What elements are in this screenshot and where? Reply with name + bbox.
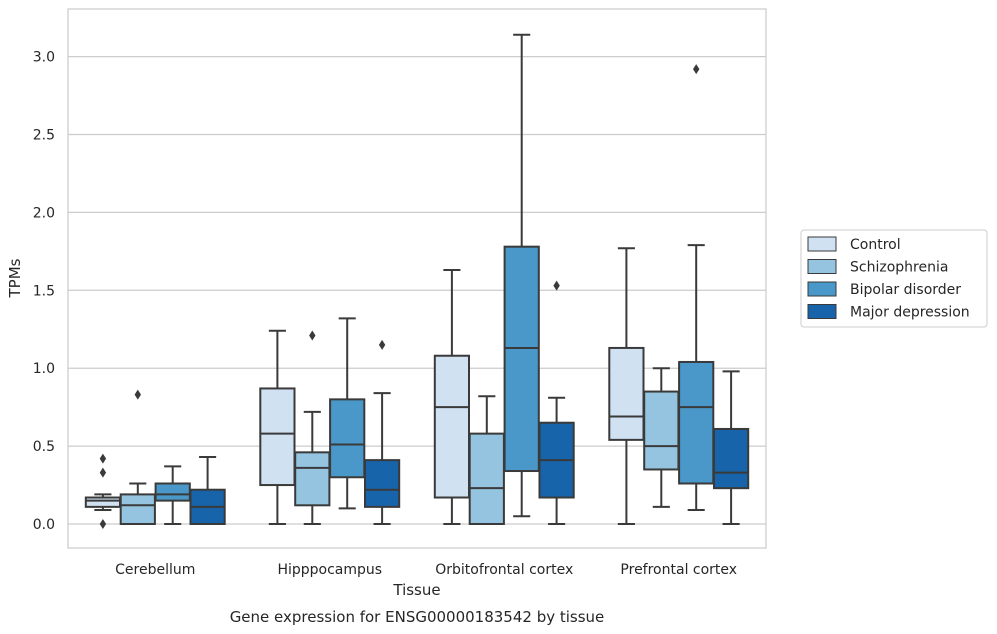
iqr-box	[643, 390, 680, 471]
legend: Control Schizophrenia Bipolar disorder Majo…	[800, 229, 988, 328]
y-tick-labels: 0.0 0.5 1.0 1.5 2.0 2.5 3.0	[33, 50, 55, 533]
iqr-box	[678, 360, 715, 485]
iqr-box	[84, 496, 122, 508]
boxes-layer	[84, 33, 750, 529]
figure-caption: Gene expression for ENSG00000183542 by t…	[230, 608, 605, 626]
box-3-3	[712, 370, 750, 525]
iqr-box	[503, 245, 540, 473]
y-tick-label: 0.5	[33, 439, 55, 455]
box-2-1	[468, 395, 505, 525]
y-tick-label: 0.0	[33, 517, 55, 533]
box-1-0	[259, 329, 296, 525]
grid-lines	[68, 55, 766, 525]
iqr-box	[294, 451, 331, 507]
outlier-marker	[309, 330, 316, 341]
box-0-0	[84, 453, 122, 529]
iqr-box	[259, 387, 296, 487]
y-tick-label: 1.5	[33, 283, 55, 299]
legend-swatch	[807, 259, 837, 274]
box-2-3	[538, 280, 575, 525]
legend-frame	[800, 229, 988, 328]
legend-label: Major depression	[850, 305, 970, 321]
box-0-3	[189, 456, 226, 525]
iqr-box	[363, 459, 401, 508]
outlier-marker	[553, 280, 560, 291]
outlier-marker	[99, 453, 107, 464]
legend-label: Control	[850, 237, 901, 253]
box-3-1	[643, 367, 680, 508]
box-1-3	[363, 339, 401, 525]
box-0-2	[154, 465, 191, 525]
legend-swatch	[807, 281, 837, 297]
legend-swatch	[807, 236, 837, 252]
x-tick-label: Hipppocampus	[277, 562, 382, 578]
iqr-box	[608, 346, 645, 441]
outlier-marker	[99, 519, 107, 529]
iqr-box	[433, 354, 471, 499]
y-tick-label: 2.5	[33, 128, 55, 144]
x-tick-label: Orbitofrontal cortex	[435, 562, 573, 578]
y-tick-label: 3.0	[33, 50, 55, 66]
box-1-2	[329, 317, 366, 510]
x-tick-labels: Cerebellum Hipppocampus Orbitofrontal cort…	[115, 562, 737, 578]
box-0-1	[119, 389, 156, 526]
x-axis-title: Tissue	[392, 581, 440, 599]
y-tick-label: 2.0	[33, 205, 55, 221]
outlier-marker	[134, 389, 141, 400]
legend-label: Schizophrenia	[850, 260, 948, 276]
box-2-0	[433, 269, 471, 525]
outlier-marker	[378, 339, 386, 350]
iqr-box	[119, 493, 156, 526]
iqr-box	[154, 482, 191, 502]
iqr-box	[468, 432, 505, 525]
y-tick-label: 1.0	[33, 361, 55, 377]
legend-swatch	[807, 304, 837, 319]
iqr-box	[712, 427, 750, 490]
x-tick-label: Prefrontal cortex	[620, 562, 737, 578]
box-1-1	[294, 330, 331, 525]
y-axis-title: TPMs	[6, 258, 24, 298]
outlier-marker	[99, 467, 107, 478]
plot-frame	[67, 8, 767, 549]
iqr-box	[329, 398, 366, 479]
box-3-2	[678, 64, 715, 511]
box-2-2	[503, 33, 540, 518]
x-tick-label: Cerebellum	[115, 562, 195, 578]
box-3-0	[608, 247, 645, 525]
outlier-marker	[693, 64, 700, 75]
legend-label: Bipolar disorder	[850, 282, 961, 298]
